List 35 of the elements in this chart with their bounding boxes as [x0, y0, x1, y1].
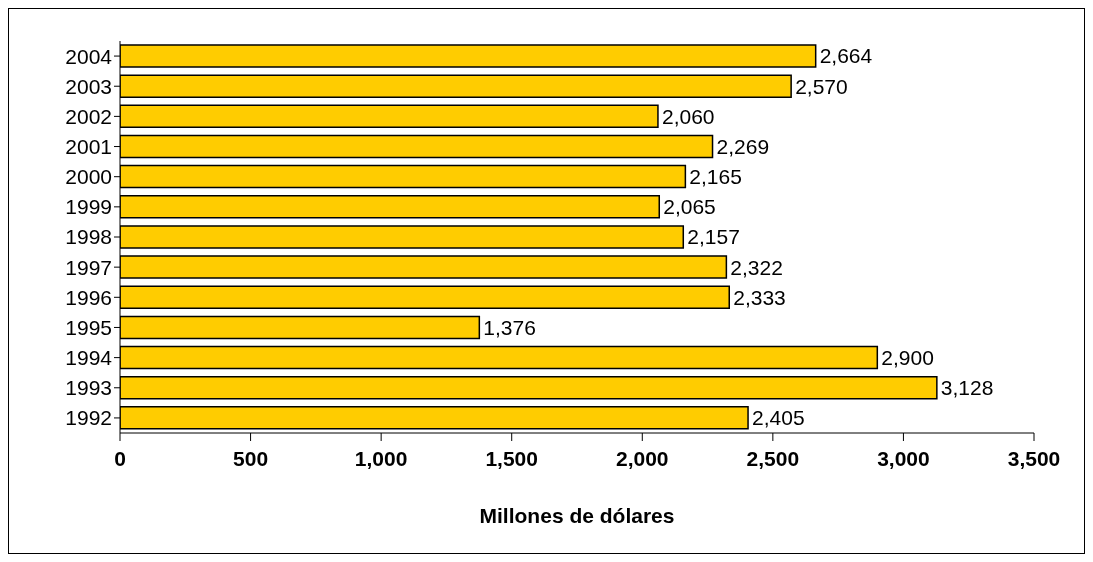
data-label: 2,570 — [795, 74, 848, 98]
data-label: 2,157 — [687, 225, 740, 249]
x-tick-label: 1,500 — [485, 446, 538, 470]
data-label: 2,664 — [819, 44, 873, 68]
x-tick-label: 2,500 — [746, 446, 800, 470]
y-tick-label: 1994 — [65, 346, 113, 370]
data-label: 2,165 — [689, 165, 742, 189]
y-tick-label: 1993 — [65, 376, 112, 400]
y-tick-label: 1992 — [65, 406, 112, 430]
x-tick-label: 500 — [233, 446, 269, 470]
data-label: 2,060 — [661, 104, 715, 128]
data-label: 2,322 — [730, 255, 783, 279]
x-tick-label: 3,500 — [1007, 446, 1061, 470]
y-tick-label: 1995 — [65, 315, 112, 339]
y-tick-label: 2003 — [65, 74, 112, 98]
data-label: 2,065 — [663, 195, 716, 219]
data-label: 1,376 — [483, 315, 536, 339]
data-label: 2,405 — [752, 406, 805, 430]
x-tick-label: 3,000 — [877, 446, 930, 470]
data-label: 3,128 — [940, 376, 994, 400]
y-tick-label: 1999 — [65, 195, 112, 219]
x-tick-label: 1,000 — [354, 446, 408, 470]
data-label: 2,900 — [881, 345, 934, 369]
x-tick-label: 2,000 — [616, 446, 669, 470]
y-tick-label: 2002 — [65, 104, 112, 128]
x-axis-title: Millones de dólares — [479, 504, 675, 527]
y-tick-label: 1997 — [65, 255, 112, 279]
data-label: 2,333 — [733, 285, 786, 309]
y-tick-label: 1998 — [65, 225, 112, 249]
y-tick-label: 1996 — [65, 285, 112, 309]
x-tick-label: 0 — [114, 446, 126, 470]
data-label: 2,269 — [716, 134, 770, 158]
y-tick-label: 2001 — [65, 134, 112, 158]
y-tick-label: 2004 — [65, 44, 113, 68]
y-tick-label: 2000 — [65, 165, 112, 189]
